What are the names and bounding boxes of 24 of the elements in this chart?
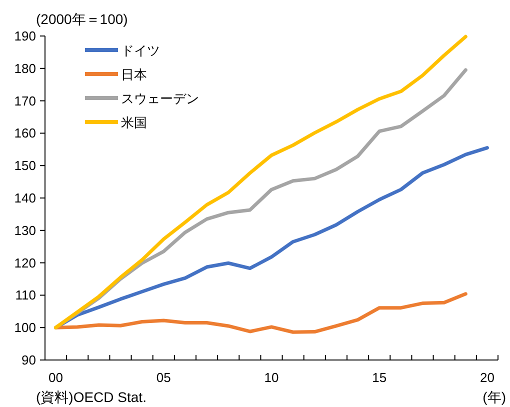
- y-tick-label: 100: [14, 320, 36, 336]
- legend-label: スウェーデン: [121, 91, 199, 106]
- x-tick-label: 20: [480, 370, 494, 385]
- y-tick-label: 90: [22, 352, 36, 368]
- legend-label: ドイツ: [121, 43, 160, 58]
- x-tick-label: 15: [372, 370, 387, 385]
- y-tick-label: 130: [14, 222, 36, 238]
- x-axis-title: (年): [482, 389, 506, 405]
- legend-label: 米国: [121, 115, 147, 130]
- x-tick-label: 00: [48, 370, 64, 385]
- text: (資料)OECD Stat.: [36, 389, 146, 405]
- x-tick-label: 10: [264, 370, 279, 385]
- x-tick-label: 05: [156, 370, 171, 385]
- legend-label: 日本: [121, 67, 147, 82]
- y-tick-label: 110: [15, 288, 36, 303]
- y-tick-label: 180: [14, 60, 36, 76]
- y-tick-label: 190: [14, 28, 36, 44]
- y-tick-label: 160: [14, 126, 36, 141]
- line-series: [54, 292, 468, 334]
- y-tick-label: 170: [14, 93, 36, 108]
- y-axis-title: (2000年＝100): [36, 11, 128, 27]
- y-tick-label: 140: [14, 190, 36, 206]
- y-tick-label: 150: [14, 158, 36, 174]
- y-tick-label: 120: [14, 255, 36, 270]
